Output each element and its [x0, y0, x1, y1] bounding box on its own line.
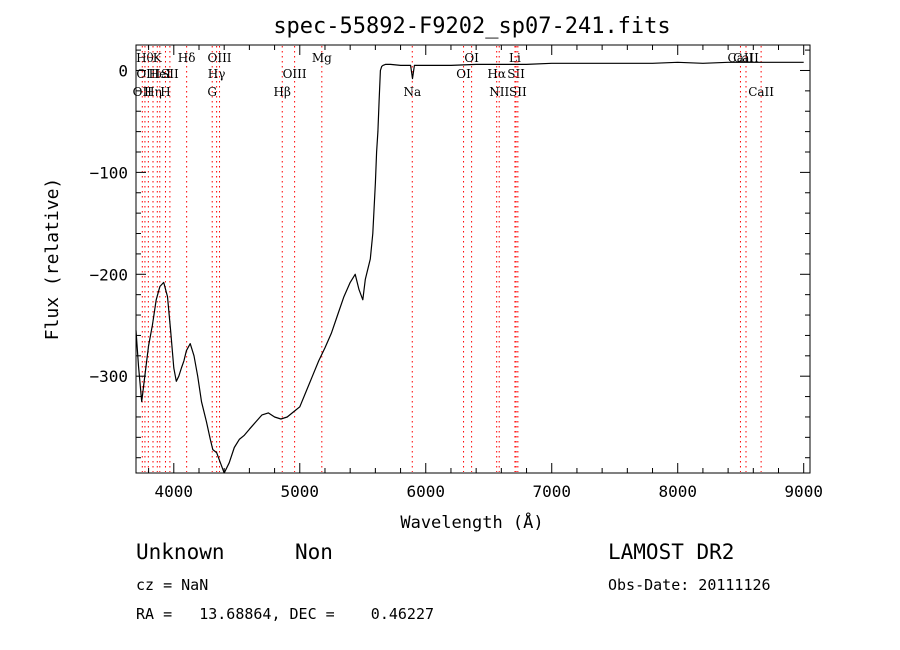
line-marker-label-22: SII: [509, 85, 527, 99]
x-tick-label-5000: 5000: [281, 482, 320, 501]
plot-frame: [135, 44, 811, 474]
line-marker-label-14: Mg: [312, 51, 332, 65]
line-marker-label-21: SII: [507, 67, 525, 81]
line-marker-label-11: OIII: [207, 51, 231, 65]
x-tick-label-8000: 8000: [658, 482, 697, 501]
line-marker-label-4: K: [153, 51, 163, 65]
line-marker-label-20: Li: [509, 51, 521, 65]
line-marker-label-17: OI: [464, 51, 479, 65]
chart-title: spec-55892-F9202_sp07-241.fits: [273, 14, 670, 39]
redshift-cz: cz = NaN: [136, 576, 209, 594]
line-marker-label-19: NII: [489, 85, 509, 99]
line-marker-label-6: H: [160, 85, 170, 99]
line-marker-label-1: Hθ: [136, 51, 154, 65]
line-marker-label-10: Hγ: [208, 67, 226, 81]
line-marker-label-18: Hα: [487, 67, 506, 81]
y-tick-label-0: 0: [118, 61, 128, 80]
line-marker-label-25: CaII: [748, 85, 774, 99]
line-marker-label-23: CaII: [728, 51, 754, 65]
line-marker-label-16: OI: [456, 67, 471, 81]
line-marker-label-3: Hη: [144, 85, 162, 99]
spectral-class: Unknown: [136, 540, 225, 564]
line-marker-label-0: OII: [133, 85, 153, 99]
axis-ticks: 4000 5000 6000 7000 8000 9000 0 −100 −200 −300: [89, 45, 823, 501]
x-tick-label-6000: 6000: [406, 482, 445, 501]
observation-date: Obs-Date: 20111126: [608, 576, 771, 594]
spectral-subclass: Non: [295, 540, 333, 564]
spectrum-series: [135, 61, 804, 474]
coordinates-ra-dec: RA = 13.68864, DEC = 0.46227: [136, 605, 435, 623]
spectrum-line-0: [135, 61, 804, 474]
x-tick-label-4000: 4000: [155, 482, 194, 501]
y-tick-label--200: −200: [89, 265, 128, 284]
x-tick-label-7000: 7000: [532, 482, 571, 501]
line-marker-label-8: Hδ: [178, 51, 196, 65]
line-marker-label-7: SII: [161, 67, 179, 81]
y-axis-label: Flux (relative): [42, 178, 63, 341]
y-tick-label--100: −100: [89, 163, 128, 182]
line-marker-label-13: OIII: [283, 67, 307, 81]
line-marker-label-12: Hβ: [274, 85, 291, 99]
line-marker-label-24: CaII: [733, 51, 759, 65]
y-tick-label--300: −300: [89, 367, 128, 386]
line-marker-label-9: G: [207, 85, 217, 99]
line-marker-label-15: Na: [403, 85, 421, 99]
survey-name: LAMOST DR2: [608, 540, 735, 564]
x-tick-label-9000: 9000: [784, 482, 823, 501]
x-axis-label: Wavelength (Å): [400, 511, 543, 533]
spectral-line-markers: OIIHθOIIIHηKHeIHSIIHδGHγOIIIHβOIIIMgNaOI…: [133, 46, 774, 472]
